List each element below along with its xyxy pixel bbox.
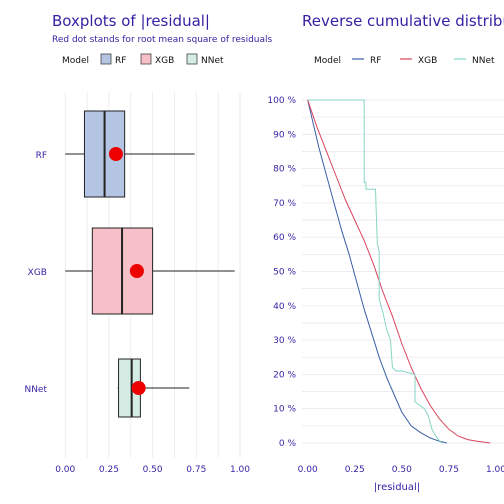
left-chart-subtitle: Red dot stands for root mean square of r… — [52, 35, 273, 45]
right-y-tick-label: 60 % — [273, 233, 296, 243]
left-legend-key-xgb — [140, 53, 152, 65]
right-y-tick-label: 0 % — [279, 439, 297, 449]
right-y-tick-label: 90 % — [273, 130, 296, 140]
right-y-tick-label: 80 % — [273, 165, 296, 175]
right-y-tick-label: 50 % — [273, 268, 296, 278]
rmse-dot-xgb — [129, 264, 144, 278]
right-legend-title: Model — [314, 56, 341, 66]
left-legend-label-rf: RF — [115, 56, 126, 66]
left-legend-key-rf — [100, 53, 112, 65]
right-x-axis-label: |residual| — [374, 482, 420, 493]
rmse-dot-nnet — [131, 381, 146, 395]
right-x-tick-label: 0.50 — [392, 465, 412, 475]
left-chart-title: Boxplots of |residual| — [52, 12, 210, 30]
left-y-tick-label-nnet: NNet — [24, 385, 47, 395]
right-legend-label-nnet: NNet — [472, 56, 495, 66]
right-cumulative-panel: Model RF XGB NNet 0 % 10 % 20 % 30 % 40 % 50 % 60 … — [267, 56, 504, 475]
left-x-tick-label: 0.75 — [186, 465, 206, 475]
left-legend-title: Model — [62, 56, 89, 66]
right-x-tick-label: 0.25 — [345, 465, 365, 475]
right-y-tick-label: 10 % — [273, 405, 296, 415]
left-x-tick-label: 0.50 — [143, 465, 163, 475]
left-y-tick-label-xgb: XGB — [28, 268, 47, 278]
left-y-tick-label-rf: RF — [36, 151, 47, 161]
left-legend-label-xgb: XGB — [155, 56, 174, 66]
right-y-tick-label: 40 % — [273, 302, 296, 312]
left-boxplot-panel: Model RF XGB NNet 0.00 0.25 0.50 0.75 1.00 RF XGB N… — [24, 53, 250, 475]
left-legend-key-nnet — [186, 53, 198, 65]
left-x-tick-label: 0.25 — [99, 465, 119, 475]
right-legend-label-xgb: XGB — [418, 56, 437, 66]
right-x-tick-label: 1.00 — [486, 465, 504, 475]
series-line-rf — [307, 99, 448, 444]
left-x-tick-label: 1.00 — [230, 465, 250, 475]
right-x-tick-label: 0.00 — [298, 465, 318, 475]
right-x-tick-label: 0.75 — [439, 465, 459, 475]
right-y-tick-label: 20 % — [273, 370, 296, 380]
left-x-tick-label: 0.00 — [55, 465, 75, 475]
right-y-tick-label: 30 % — [273, 336, 296, 346]
left-legend-label-nnet: NNet — [201, 56, 224, 66]
right-y-tick-label: 70 % — [273, 199, 296, 209]
rmse-dot-rf — [108, 147, 123, 161]
right-chart-title: Reverse cumulative distributio — [302, 12, 504, 30]
series-line-nnet — [307, 99, 442, 444]
right-legend-label-rf: RF — [370, 56, 381, 66]
series-line-xgb — [307, 99, 491, 444]
right-y-tick-label: 100 % — [267, 96, 296, 106]
